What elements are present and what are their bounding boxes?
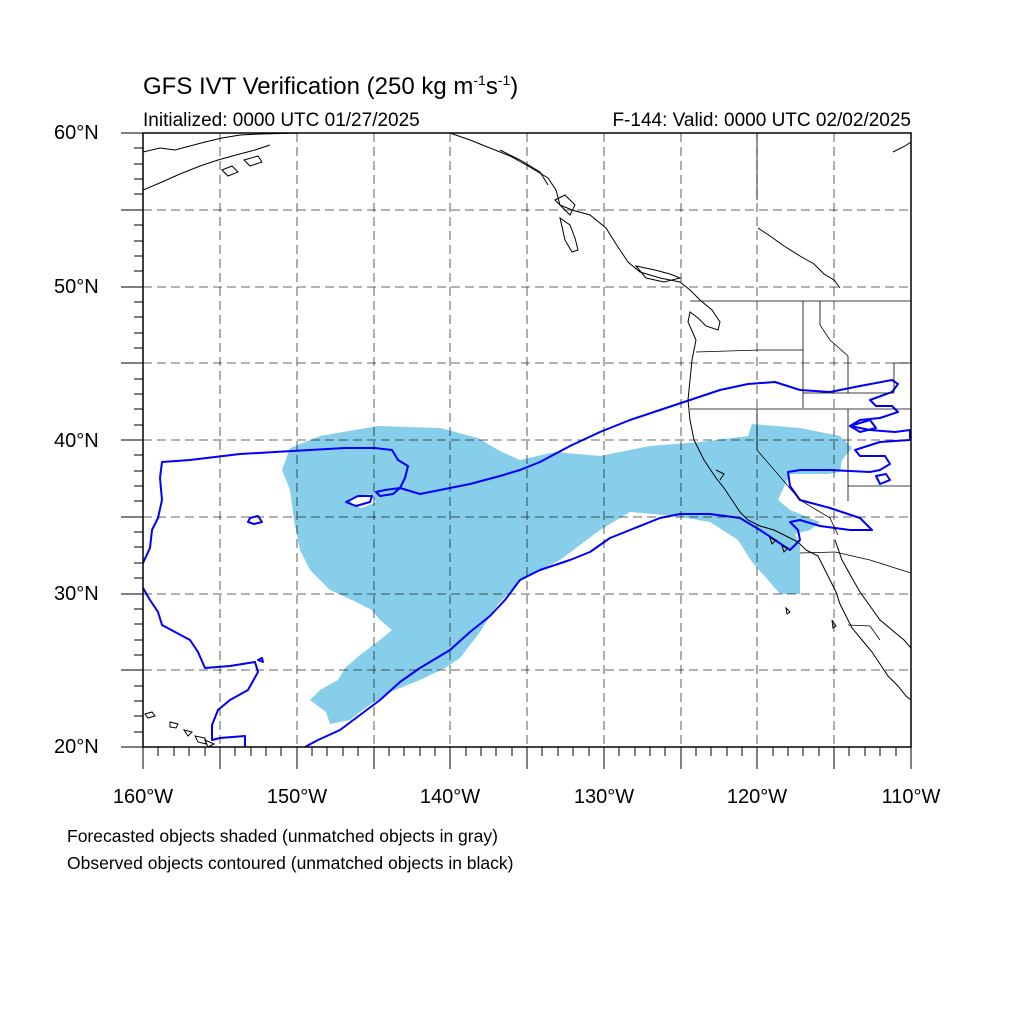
observed-contour-loop-3 xyxy=(875,473,891,485)
lon-label-160w: 160°W xyxy=(112,786,174,808)
chart-title: GFS IVT Verification (250 kg m-1s-1) xyxy=(143,72,519,100)
lon-label-140w: 140°W xyxy=(419,786,481,808)
lat-label-60n: 60°N xyxy=(54,122,99,144)
lat-label-30n: 30°N xyxy=(54,583,99,605)
lat-label-20n: 20°N xyxy=(54,736,99,758)
observed-contour-loop-4 xyxy=(849,419,877,433)
valid-time: F-144: Valid: 0000 UTC 02/02/2025 xyxy=(612,110,911,131)
observed-contour-loop-2 xyxy=(247,515,263,525)
grid-lines xyxy=(143,133,911,747)
lon-label-120w: 120°W xyxy=(726,786,788,808)
axis-ticks xyxy=(121,132,912,769)
lon-label-110w: 110°W xyxy=(881,786,941,808)
observed-contour-loop-1 xyxy=(345,495,373,507)
lat-label-50n: 50°N xyxy=(54,276,99,298)
observed-contour-hawaii xyxy=(143,587,259,747)
initialized-time: Initialized: 0000 UTC 01/27/2025 xyxy=(143,110,420,131)
footnote-observed: Observed objects contoured (unmatched ob… xyxy=(67,853,514,873)
forecast-object-shaded xyxy=(282,424,852,724)
lat-label-40n: 40°N xyxy=(54,430,99,452)
political-boundaries xyxy=(690,133,911,641)
lon-label-150w: 150°W xyxy=(266,786,328,808)
lon-label-130w: 130°W xyxy=(573,786,635,808)
footnote-forecast: Forecasted objects shaded (unmatched obj… xyxy=(67,826,498,846)
coastlines xyxy=(143,133,911,747)
